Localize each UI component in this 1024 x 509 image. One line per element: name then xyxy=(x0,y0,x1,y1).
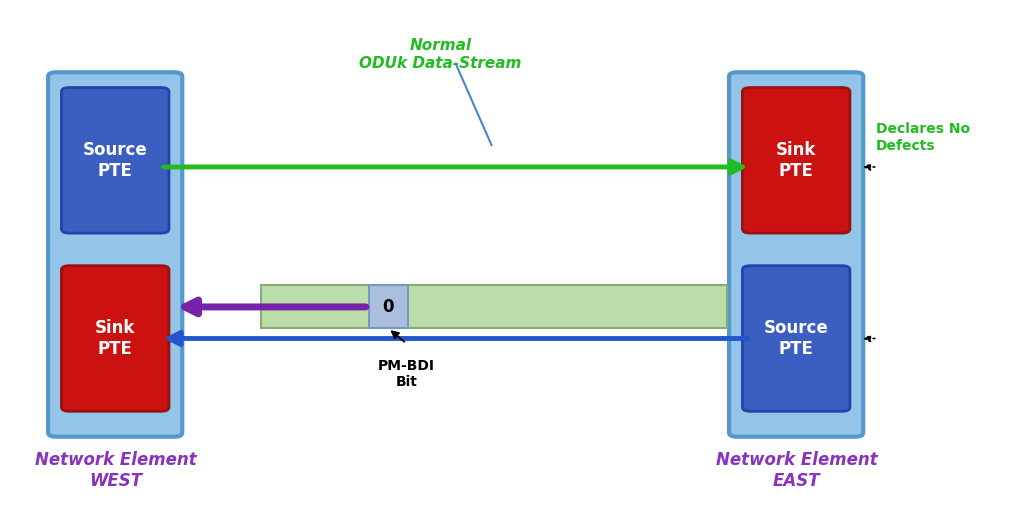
Text: Source
PTE: Source PTE xyxy=(83,141,147,180)
Text: Source
PTE: Source PTE xyxy=(764,319,828,358)
Text: Network Element
EAST: Network Element EAST xyxy=(716,451,878,490)
Bar xyxy=(261,285,727,328)
FancyBboxPatch shape xyxy=(61,88,169,233)
FancyBboxPatch shape xyxy=(742,88,850,233)
Text: Declares No
Defects: Declares No Defects xyxy=(876,122,970,153)
FancyBboxPatch shape xyxy=(48,72,182,437)
Text: PM-BDI
Bit: PM-BDI Bit xyxy=(378,359,435,389)
Text: Sink
PTE: Sink PTE xyxy=(95,319,135,358)
Text: 0: 0 xyxy=(382,298,394,316)
Text: Normal
ODUk Data-Stream: Normal ODUk Data-Stream xyxy=(359,38,521,71)
Text: Network Element
WEST: Network Element WEST xyxy=(35,451,197,490)
Text: Sink
PTE: Sink PTE xyxy=(776,141,816,180)
Bar xyxy=(369,285,408,328)
FancyBboxPatch shape xyxy=(61,266,169,411)
FancyBboxPatch shape xyxy=(742,266,850,411)
FancyBboxPatch shape xyxy=(729,72,863,437)
